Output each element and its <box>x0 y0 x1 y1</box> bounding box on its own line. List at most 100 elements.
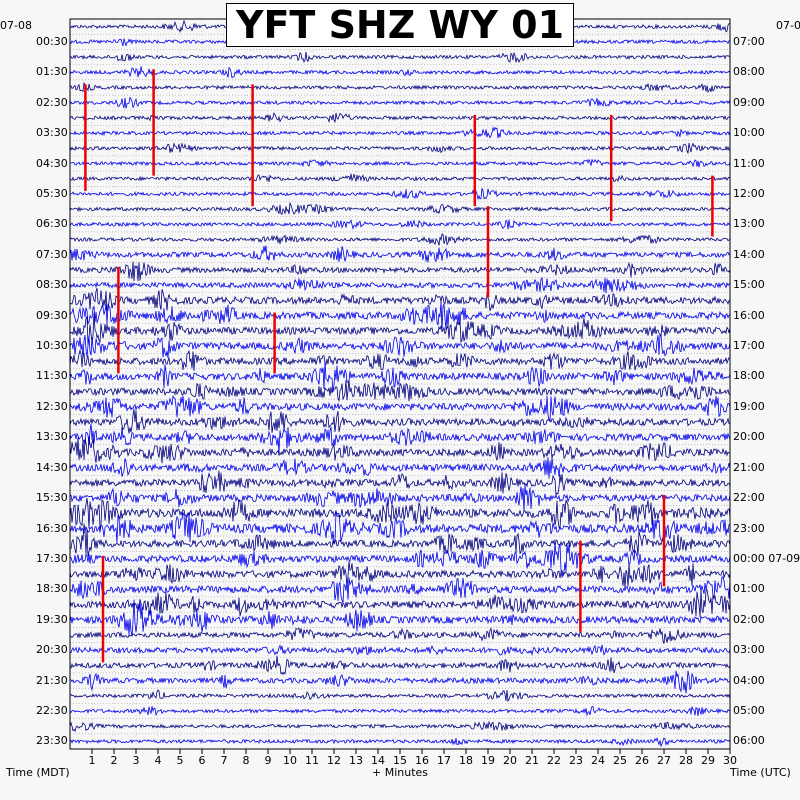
trace-line <box>69 706 731 717</box>
x-tick-label: 12 <box>327 754 341 767</box>
x-tick-label: 15 <box>393 754 407 767</box>
x-tick-label: 5 <box>177 754 184 767</box>
right-time-label: 08:00 <box>733 65 765 79</box>
x-tick-label: 17 <box>437 754 451 767</box>
trace-line <box>69 599 731 637</box>
left-time-label: 21:30 <box>36 673 68 687</box>
next-date-label: 07-09 <box>764 551 800 565</box>
trace-line <box>69 470 731 497</box>
trace-line <box>69 201 731 215</box>
right-time-label: 12:00 <box>733 186 765 200</box>
trace-line <box>69 158 731 168</box>
right-axis-label: Time (UTC) <box>730 766 791 779</box>
x-tick-label: 26 <box>635 754 649 767</box>
left-time-label: 00:30 <box>36 34 68 48</box>
left-time-label: 19:30 <box>36 612 68 626</box>
trace-line <box>69 627 731 644</box>
left-time-label: 12:30 <box>36 399 68 413</box>
left-time-label: 08:30 <box>36 278 68 292</box>
right-time-label: 23:00 <box>733 521 765 535</box>
x-tick-label: 2 <box>111 754 118 767</box>
trace-line <box>69 511 730 544</box>
right-time-label: 16:00 <box>733 308 765 322</box>
left-axis-label: Time (MDT) <box>6 766 70 779</box>
right-time-label: 13:00 <box>733 217 765 231</box>
x-tick-label: 9 <box>265 754 272 767</box>
trace-line <box>69 670 731 694</box>
left-time-label: 04:30 <box>36 156 68 170</box>
left-time-label: 02:30 <box>36 95 68 109</box>
trace-line <box>69 380 731 403</box>
x-tick-label: 3 <box>133 754 140 767</box>
left-time-label: 13:30 <box>36 430 68 444</box>
x-tick-label: 6 <box>199 754 206 767</box>
trace-line <box>69 51 731 64</box>
x-tick-label: 29 <box>701 754 715 767</box>
left-time-label: 15:30 <box>36 491 68 505</box>
right-time-label: 09:00 <box>733 95 765 109</box>
left-time-label: 14:30 <box>36 460 68 474</box>
left-time-label: 20:30 <box>36 643 68 657</box>
trace-line <box>69 689 731 703</box>
trace-line <box>69 644 731 656</box>
trace-line <box>69 219 731 230</box>
right-time-label: 07:00 <box>733 34 765 48</box>
left-time-label: 07:30 <box>36 247 68 261</box>
left-time-label: 11:30 <box>36 369 68 383</box>
left-time-label: 05:30 <box>36 186 68 200</box>
x-tick-label: 11 <box>305 754 319 767</box>
x-tick-label: 25 <box>613 754 627 767</box>
trace-line <box>69 66 731 79</box>
trace-line <box>69 173 731 183</box>
trace-line <box>69 349 731 371</box>
trace-line <box>69 333 731 359</box>
right-time-label: 02:00 <box>733 612 765 626</box>
x-axis-label: + Minutes <box>372 766 429 779</box>
x-tick-label: 23 <box>569 754 583 767</box>
trace-layer <box>69 19 731 748</box>
right-time-label: 18:00 <box>733 369 765 383</box>
trace-line <box>69 276 731 294</box>
trace-line <box>69 394 731 423</box>
x-tick-label: 18 <box>459 754 473 767</box>
left-date-label: 07-08 <box>0 19 32 32</box>
x-tick-label: 7 <box>221 754 228 767</box>
left-time-label: 10:30 <box>36 339 68 352</box>
right-time-label: 21:00 <box>733 460 765 474</box>
trace-line <box>70 542 731 579</box>
trace-line <box>69 485 731 512</box>
right-time-label: 04:00 <box>733 673 765 687</box>
x-tick-label: 27 <box>657 754 671 767</box>
x-tick-label: 28 <box>679 754 693 767</box>
left-time-label: 18:30 <box>36 582 68 596</box>
left-time-label: 01:30 <box>36 65 68 79</box>
right-time-label: 17:00 <box>733 339 765 352</box>
trace-line <box>69 287 731 311</box>
trace-line <box>69 423 731 453</box>
chart-title: YFT SHZ WY 01 <box>226 3 574 47</box>
trace-line <box>69 188 731 201</box>
trace-line <box>69 261 731 282</box>
trace-line <box>69 142 731 154</box>
trace-line <box>69 720 731 733</box>
right-date-label: 07-0 <box>776 19 800 32</box>
trace-line <box>69 96 731 109</box>
trace-line <box>69 126 731 139</box>
x-tick-label: 22 <box>547 754 561 767</box>
x-tick-label: 24 <box>591 754 605 767</box>
trace-line <box>69 457 731 479</box>
right-time-label: 22:00 <box>733 491 765 505</box>
trace-line <box>69 409 731 434</box>
right-time-label: 20:00 <box>733 430 765 444</box>
trace-line <box>69 436 731 464</box>
right-time-label: 19:00 <box>733 399 765 413</box>
trace-line <box>69 576 731 604</box>
trace-line <box>69 112 731 124</box>
trace-line <box>69 233 731 246</box>
left-time-label: 23:30 <box>36 734 68 748</box>
right-time-label: 00:00 07-09 <box>733 551 800 565</box>
x-axis: 1 2 3 4 5 6 7 8 9 10 11 12 13 14 15 16 17 18 19 20 21 22 23 24 2… <box>89 749 737 767</box>
x-tick-label: 14 <box>371 754 385 767</box>
